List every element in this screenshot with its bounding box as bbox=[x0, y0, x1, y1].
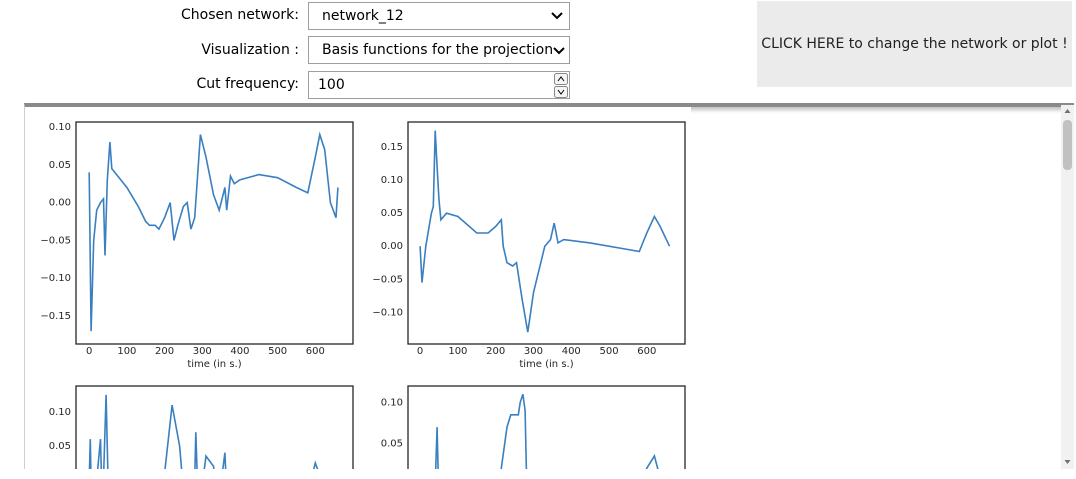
axes-frame bbox=[75, 121, 354, 345]
x-tick-label: 200 bbox=[155, 346, 174, 357]
plot-image: 0.10 0.05 0.00 −0.05 −0.10 −0.15 0 100 200 300 400… bbox=[25, 107, 691, 469]
y-tick-label: −0.05 bbox=[40, 235, 71, 246]
x-tick-label: 0 bbox=[86, 346, 92, 357]
y-tick-label: 0.10 bbox=[49, 407, 71, 418]
x-axis-label: time (in s.) bbox=[519, 359, 573, 370]
x-tick-label: 0 bbox=[417, 346, 423, 357]
scrollbar[interactable] bbox=[1061, 105, 1074, 469]
cut-frequency-input[interactable]: 100 bbox=[308, 71, 570, 99]
network-select[interactable]: network_12 bbox=[308, 2, 570, 30]
x-tick-label: 300 bbox=[524, 346, 543, 357]
data-line bbox=[419, 130, 671, 333]
y-tick-label: 0.05 bbox=[49, 160, 71, 171]
field-label: Cut frequency: bbox=[196, 76, 299, 92]
input-value: 100 bbox=[318, 77, 345, 93]
data-line bbox=[88, 394, 319, 469]
y-tick-label: 0.05 bbox=[49, 441, 71, 452]
y-tick-label: 0.00 bbox=[381, 241, 403, 252]
x-tick-label: 600 bbox=[637, 346, 656, 357]
x-tick-label: 500 bbox=[268, 346, 287, 357]
visualization-select[interactable]: Basis functions for the projection subsp… bbox=[308, 36, 570, 64]
field-label: Visualization : bbox=[201, 42, 299, 58]
x-tick-label: 300 bbox=[193, 346, 212, 357]
x-tick-label: 600 bbox=[306, 346, 325, 357]
select-value: Basis functions for the projection subsp… bbox=[322, 42, 552, 58]
y-tick-label: 0.10 bbox=[381, 397, 403, 408]
spin-buttons[interactable] bbox=[554, 73, 568, 98]
x-tick-label: 200 bbox=[486, 346, 505, 357]
x-tick-label: 100 bbox=[448, 346, 467, 357]
y-tick-label: −0.10 bbox=[40, 273, 71, 284]
x-axis-label: time (in s.) bbox=[187, 359, 241, 370]
data-line bbox=[434, 393, 659, 469]
field-label: Chosen network: bbox=[180, 7, 299, 23]
axes-frame bbox=[75, 385, 354, 469]
data-line bbox=[88, 131, 339, 332]
x-tick-label: 400 bbox=[230, 346, 249, 357]
x-tick-label: 500 bbox=[599, 346, 618, 357]
x-tick-label: 100 bbox=[117, 346, 136, 357]
dropdown-arrow bbox=[553, 47, 565, 55]
axes-frame bbox=[407, 121, 686, 345]
y-tick-label: 0.05 bbox=[381, 439, 403, 450]
y-tick-label: −0.10 bbox=[372, 307, 403, 318]
axes-frame bbox=[407, 385, 686, 469]
y-tick-label: 0.00 bbox=[49, 198, 71, 209]
y-tick-label: −0.05 bbox=[372, 274, 403, 285]
y-tick-label: 0.10 bbox=[49, 122, 71, 133]
dropdown-arrow bbox=[551, 12, 563, 20]
output-area: 0.10 0.05 0.00 −0.05 −0.10 −0.15 0 100 200 300 400… bbox=[24, 103, 1074, 469]
y-tick-label: 0.05 bbox=[381, 208, 403, 219]
change-button[interactable]: CLICK HERE to change the network or plot… bbox=[757, 1, 1072, 87]
y-tick-label: 0.10 bbox=[381, 175, 403, 186]
x-tick-label: 400 bbox=[562, 346, 581, 357]
y-tick-label: −0.15 bbox=[40, 311, 71, 322]
y-tick-label: 0.15 bbox=[381, 142, 403, 153]
select-value: network_12 bbox=[322, 8, 404, 24]
